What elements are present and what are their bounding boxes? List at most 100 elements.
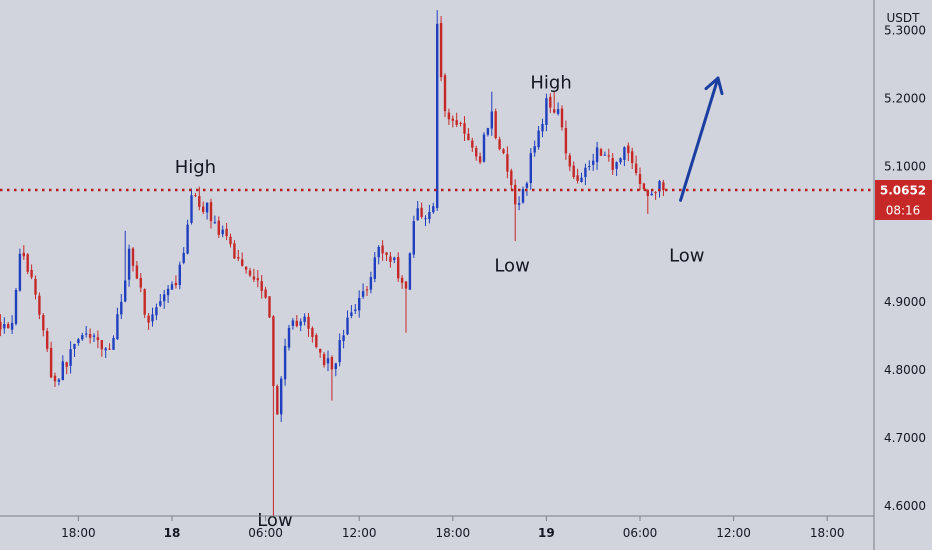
candle[interactable] [303,313,306,326]
candle[interactable] [276,384,279,416]
candle[interactable] [53,372,57,388]
candle[interactable] [385,252,388,262]
candle[interactable] [34,275,37,300]
candle[interactable] [131,247,135,272]
candle[interactable] [576,168,579,184]
candle[interactable] [623,146,626,167]
candle[interactable] [260,274,263,299]
candle[interactable] [506,146,509,179]
candle[interactable] [556,102,560,116]
candle[interactable] [178,261,181,290]
candle[interactable] [428,204,431,224]
candle[interactable] [545,93,548,132]
candle[interactable] [104,347,107,359]
candle[interactable] [404,281,408,333]
candle[interactable] [658,179,661,198]
candle[interactable] [482,132,486,163]
candle[interactable] [61,355,64,381]
candle[interactable] [475,145,478,161]
candle[interactable] [529,148,532,190]
candle[interactable] [634,155,638,176]
candle[interactable] [599,147,603,156]
candle[interactable] [49,341,53,379]
candle[interactable] [572,161,575,179]
candle[interactable] [455,112,458,128]
candle[interactable] [30,264,33,280]
candle[interactable] [603,151,607,156]
candle[interactable] [244,266,248,274]
candle[interactable] [654,190,657,200]
candle[interactable] [436,10,439,211]
candle[interactable] [42,313,45,337]
candle[interactable] [412,215,415,258]
candle[interactable] [627,142,630,162]
candle[interactable] [619,157,622,165]
candle[interactable] [22,245,25,260]
candle[interactable] [155,303,158,321]
candle[interactable] [471,137,474,152]
candle[interactable] [225,222,228,241]
candle[interactable] [213,215,217,224]
candle[interactable] [283,338,287,386]
candle[interactable] [147,312,150,330]
candle[interactable] [124,230,127,303]
candle[interactable] [592,153,595,171]
candle[interactable] [365,286,369,296]
candle[interactable] [330,355,334,401]
candle[interactable] [443,73,447,118]
candle[interactable] [92,333,96,342]
candle[interactable] [46,328,49,352]
candle[interactable] [564,120,568,160]
candle[interactable] [451,115,454,128]
candle[interactable] [112,335,115,350]
candle[interactable] [163,289,166,309]
candle[interactable] [295,315,298,328]
candle[interactable] [0,314,2,337]
candle[interactable] [127,244,131,287]
candle[interactable] [272,315,275,517]
candle[interactable] [373,252,376,283]
candle[interactable] [553,91,556,114]
candle[interactable] [354,304,357,314]
candle[interactable] [358,290,361,318]
candle[interactable] [350,305,353,319]
candle[interactable] [182,247,185,265]
candle[interactable] [459,121,462,127]
candle[interactable] [439,16,443,82]
candle[interactable] [611,153,614,175]
candle[interactable] [377,245,380,265]
candle[interactable] [319,348,322,358]
candle[interactable] [81,332,84,341]
candle[interactable] [514,179,517,242]
candle[interactable] [342,329,345,349]
candle[interactable] [233,240,236,259]
candle[interactable] [541,118,544,138]
candle[interactable] [248,267,252,278]
candle[interactable] [311,326,314,343]
candle[interactable] [194,192,197,198]
candle[interactable] [498,136,501,151]
candle[interactable] [268,296,271,318]
candle[interactable] [26,253,29,275]
candle[interactable] [607,148,610,162]
candle[interactable] [400,275,404,289]
candle[interactable] [346,310,349,336]
candle[interactable] [202,201,205,215]
candle[interactable] [166,285,170,304]
candle[interactable] [14,288,18,326]
candle[interactable] [73,343,76,358]
candle[interactable] [478,152,482,165]
candle[interactable] [65,361,68,375]
candle[interactable] [221,225,224,238]
candle[interactable] [85,326,88,338]
candle[interactable] [334,362,337,377]
candle[interactable] [241,252,244,267]
candle[interactable] [299,318,302,332]
candle[interactable] [447,108,451,125]
candle[interactable] [10,315,14,335]
candle[interactable] [256,270,259,288]
candle[interactable] [18,248,22,292]
candle[interactable] [252,268,256,283]
candle[interactable] [463,116,466,142]
